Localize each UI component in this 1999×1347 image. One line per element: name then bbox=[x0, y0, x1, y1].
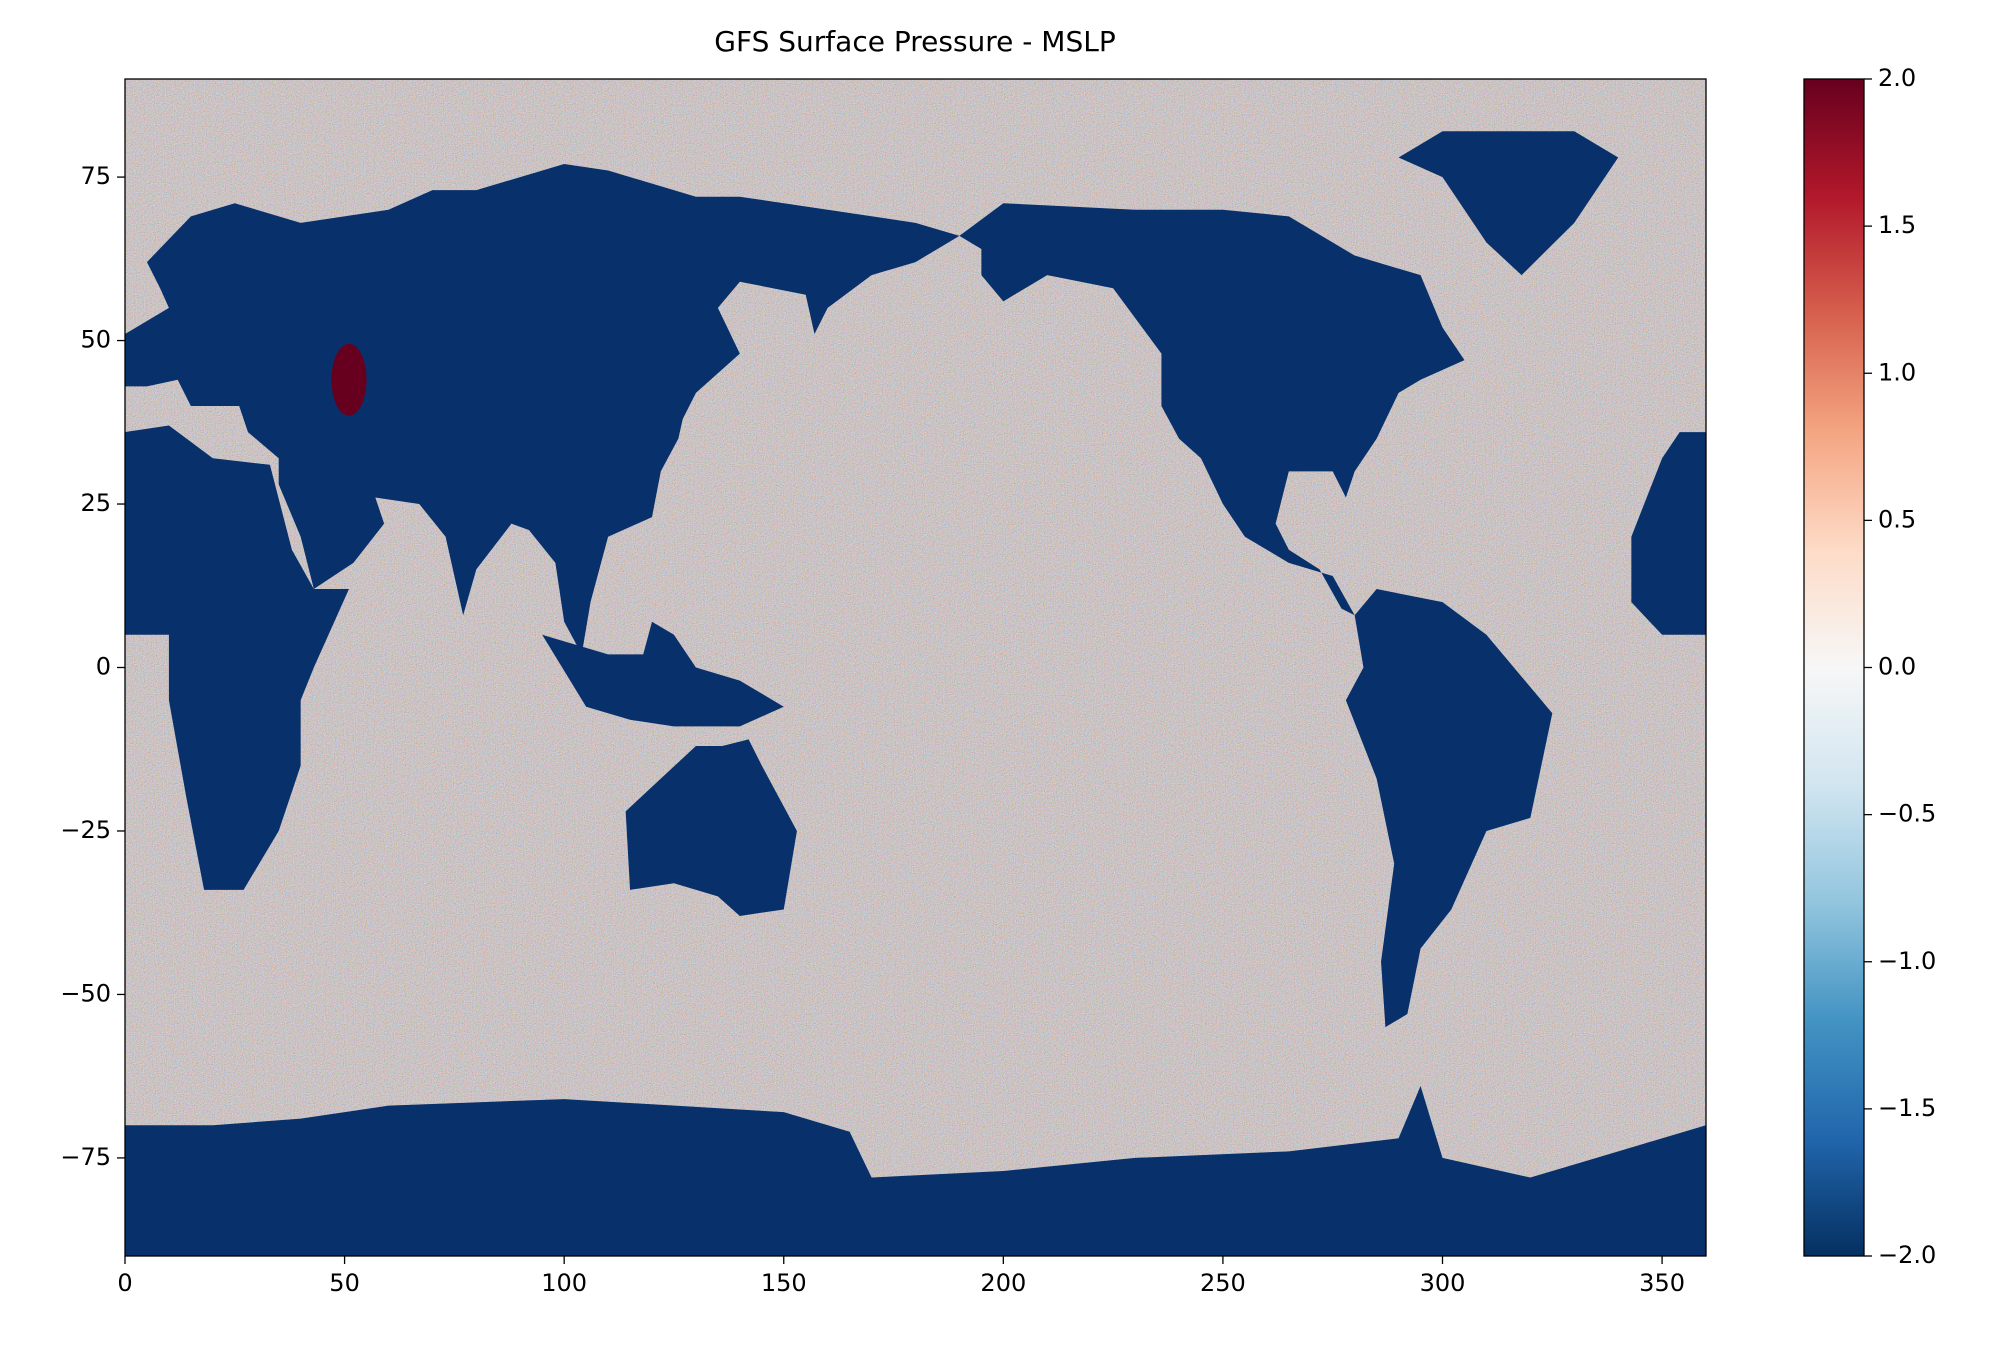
y-tick-label: 0 bbox=[96, 653, 111, 681]
x-tick-label: 350 bbox=[1639, 1269, 1685, 1297]
chart-title: GFS Surface Pressure - MSLP bbox=[714, 25, 1115, 58]
antarctica bbox=[125, 1085, 1706, 1256]
colorbar-tick-label: −2.0 bbox=[1878, 1241, 1936, 1269]
x-tick-label: 50 bbox=[329, 1269, 360, 1297]
x-tick-label: 0 bbox=[117, 1269, 132, 1297]
colorbar bbox=[1803, 78, 1865, 1257]
colorbar-tick-label: 1.0 bbox=[1878, 358, 1916, 386]
colorbar-tick-label: −0.5 bbox=[1878, 800, 1936, 828]
x-tick-label: 250 bbox=[1200, 1269, 1246, 1297]
greenland bbox=[1398, 131, 1619, 276]
colorbar-tick-label: 1.5 bbox=[1878, 211, 1916, 239]
colorbar-tick-label: −1.5 bbox=[1878, 1094, 1936, 1122]
colorbar-tick-label: 0.0 bbox=[1878, 653, 1916, 681]
y-tick-label: −50 bbox=[60, 979, 111, 1007]
north-america bbox=[959, 203, 1465, 616]
y-tick-label: 50 bbox=[80, 326, 111, 354]
australia bbox=[625, 739, 797, 916]
y-tick-label: 75 bbox=[80, 162, 111, 190]
x-tick-label: 300 bbox=[1420, 1269, 1466, 1297]
caspian bbox=[331, 343, 367, 416]
land bbox=[125, 131, 1706, 1256]
y-tick-label: −75 bbox=[60, 1143, 111, 1171]
colorbar-tick-label: 0.5 bbox=[1878, 505, 1916, 533]
map-field bbox=[125, 79, 1706, 1256]
indonesia bbox=[542, 621, 784, 727]
x-tick-label: 150 bbox=[761, 1269, 807, 1297]
x-tick-label: 200 bbox=[980, 1269, 1026, 1297]
y-tick-label: −25 bbox=[60, 816, 111, 844]
south-america bbox=[1345, 589, 1553, 1028]
colorbar-tick-label: −1.0 bbox=[1878, 947, 1936, 975]
eurasia bbox=[125, 164, 960, 655]
y-tick-label: 25 bbox=[80, 489, 111, 517]
colorbar-tick-label: 2.0 bbox=[1878, 64, 1916, 92]
africa-west bbox=[1631, 432, 1706, 635]
africa bbox=[125, 425, 349, 890]
x-tick-label: 100 bbox=[541, 1269, 587, 1297]
